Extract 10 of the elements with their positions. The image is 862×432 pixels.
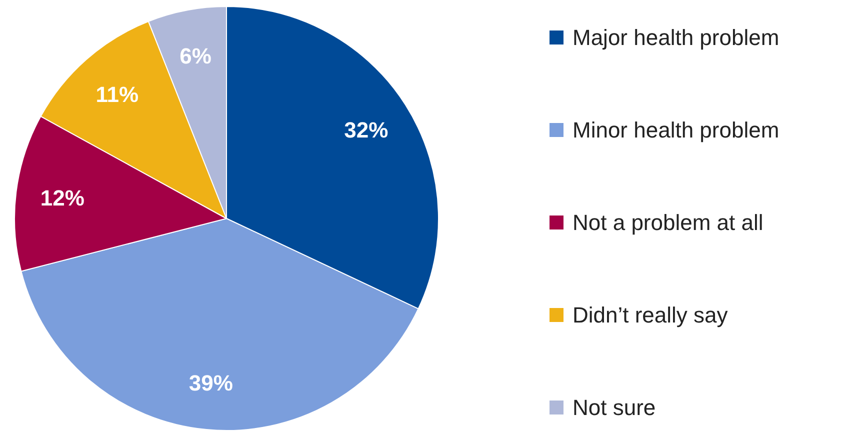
- data-label: 12%: [40, 185, 84, 210]
- legend-label: Didn’t really say: [572, 302, 728, 328]
- data-label: 39%: [188, 370, 233, 396]
- data-label: 6%: [180, 44, 212, 69]
- legend-label: Major health problem: [572, 25, 780, 50]
- legend-label: Minor health problem: [572, 118, 780, 142]
- legend-label: Not a problem at all: [572, 210, 764, 235]
- data-label: 11%: [96, 82, 139, 107]
- data-label: 32%: [344, 117, 388, 142]
- legend-label: Not sure: [572, 395, 656, 420]
